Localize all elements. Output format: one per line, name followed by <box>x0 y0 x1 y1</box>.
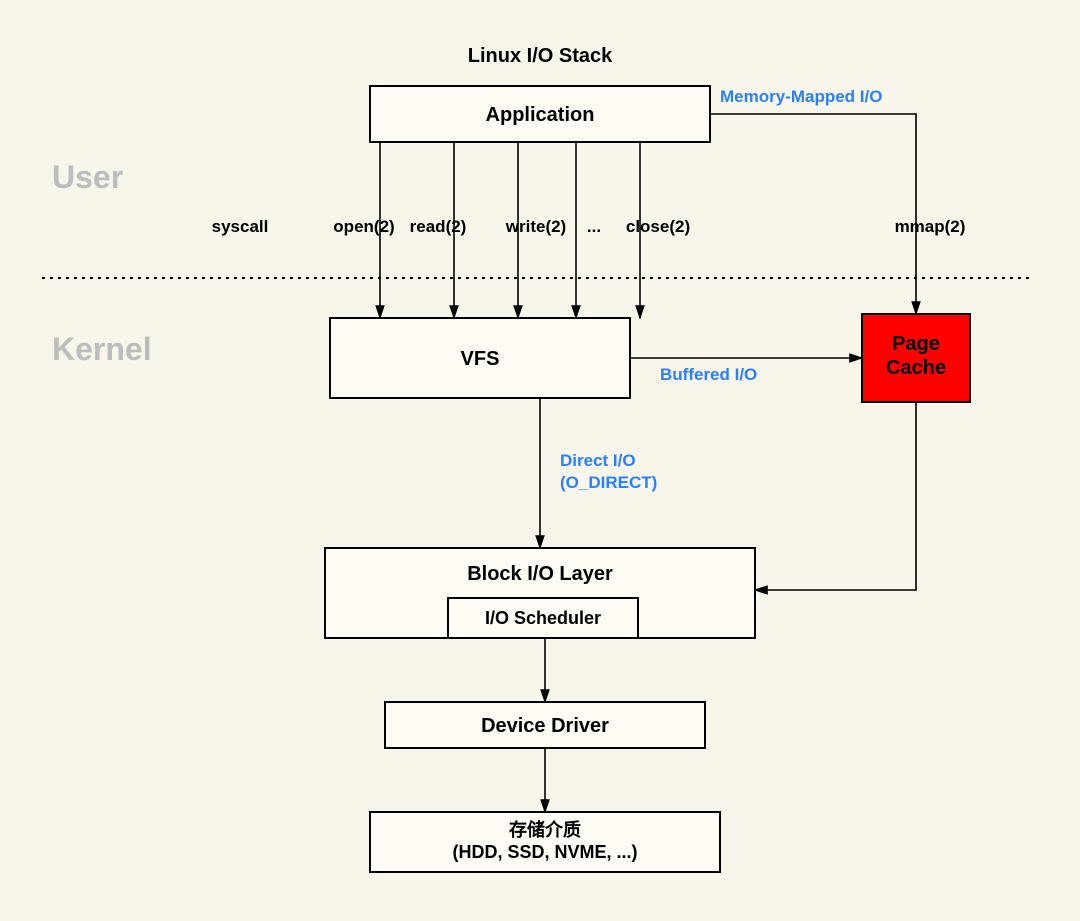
read-label: read(2) <box>410 217 467 236</box>
driver-label: Device Driver <box>481 715 609 737</box>
block-label: Block I/O Layer <box>467 563 613 585</box>
storage-label2: (HDD, SSD, NVME, ...) <box>452 842 637 862</box>
pagecache-label2: Cache <box>886 357 946 379</box>
storage-label1: 存储介质 <box>509 819 581 840</box>
diagram-title: Linux I/O Stack <box>468 45 613 67</box>
pagecache-label1: Page <box>892 333 940 355</box>
vfs-label: VFS <box>461 348 500 370</box>
direct-label1: Direct I/O <box>560 451 636 470</box>
io-stack-diagram: Linux I/O Stack User Kernel Application … <box>0 0 1080 921</box>
close-label: close(2) <box>626 217 690 236</box>
dots-label: ... <box>587 217 601 236</box>
application-label: Application <box>486 104 595 126</box>
iosched-label: I/O Scheduler <box>485 608 601 628</box>
syscall-header: syscall <box>212 217 269 236</box>
open-label: open(2) <box>333 217 394 236</box>
user-section-label: User <box>52 159 123 195</box>
mmap-label: mmap(2) <box>895 217 966 236</box>
mmio-label: Memory-Mapped I/O <box>720 87 882 106</box>
write-label: write(2) <box>505 217 566 236</box>
kernel-section-label: Kernel <box>52 331 152 367</box>
buffered-label: Buffered I/O <box>660 365 757 384</box>
direct-label2: (O_DIRECT) <box>560 473 657 492</box>
